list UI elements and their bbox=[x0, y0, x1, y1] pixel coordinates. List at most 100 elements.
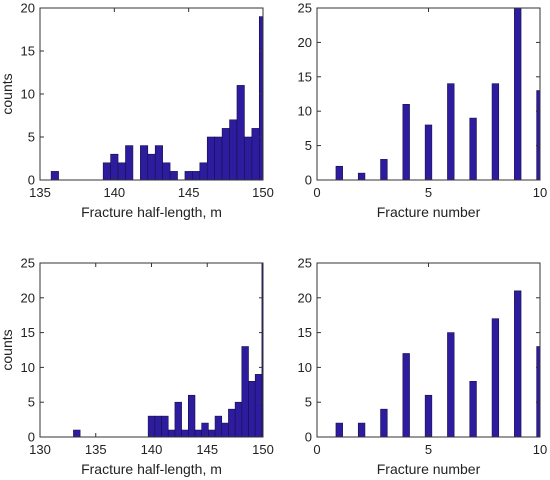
x-tick-label: 145 bbox=[196, 442, 218, 457]
y-tick-label: 15 bbox=[298, 325, 312, 340]
histogram-bar bbox=[102, 162, 111, 180]
x-tick-label: 140 bbox=[103, 185, 125, 200]
histogram-bar bbox=[491, 318, 500, 437]
y-tick-label: 5 bbox=[28, 395, 35, 410]
histogram-bar bbox=[244, 136, 253, 180]
x-tick-label: 135 bbox=[29, 185, 51, 200]
bar-group bbox=[335, 290, 540, 437]
y-tick-label: 20 bbox=[21, 1, 35, 16]
x-tick-label: 5 bbox=[425, 185, 432, 200]
histogram-bar bbox=[221, 128, 230, 180]
histogram-bar bbox=[424, 394, 433, 437]
histogram-bar bbox=[469, 117, 477, 180]
histogram-bar bbox=[169, 171, 178, 180]
x-axis-label: Fracture half-length, m bbox=[81, 461, 222, 477]
histogram-bar bbox=[161, 415, 169, 437]
histogram-bar bbox=[187, 394, 196, 437]
x-tick-label: 140 bbox=[141, 442, 163, 457]
x-tick-label: 150 bbox=[252, 442, 274, 457]
histogram-bar bbox=[514, 8, 522, 180]
y-tick-label: 15 bbox=[21, 44, 35, 59]
histogram-bar bbox=[241, 346, 249, 437]
histogram-bar bbox=[248, 381, 256, 437]
histogram-bar bbox=[254, 374, 263, 437]
histogram-bar bbox=[447, 332, 455, 437]
y-tick-label: 15 bbox=[298, 69, 312, 84]
histogram-bar bbox=[234, 401, 243, 437]
histogram-bar bbox=[402, 353, 410, 437]
histogram-bar bbox=[140, 145, 149, 180]
x-tick-label: 0 bbox=[313, 442, 320, 457]
histogram-bar bbox=[228, 408, 236, 437]
y-tick-label: 20 bbox=[298, 35, 312, 50]
histogram-bar bbox=[214, 136, 223, 180]
histogram-bar bbox=[335, 165, 343, 180]
panel-bottom-left-halflength-histogram: 130 135 140 145 150 0 5 10 15 20 25 Fracture half-l… bbox=[0, 256, 274, 478]
histogram-bar bbox=[194, 429, 202, 437]
histogram-bar bbox=[147, 153, 156, 180]
x-tick-label: 10 bbox=[533, 442, 547, 457]
histogram-bar bbox=[174, 401, 182, 437]
y-tick-label: 15 bbox=[21, 325, 35, 340]
y-axis-label: counts bbox=[0, 73, 15, 114]
y-tick-label: 5 bbox=[28, 130, 35, 145]
y-tick-label: 25 bbox=[298, 256, 312, 271]
y-tick-label: 25 bbox=[298, 1, 312, 16]
x-tick-label: 130 bbox=[29, 442, 51, 457]
histogram-bar bbox=[206, 136, 215, 180]
histogram-bar bbox=[536, 346, 540, 437]
panel-bottom-right-fracture-number-histogram: 0 5 10 0 5 10 15 20 25 Fracture number bbox=[298, 256, 548, 478]
histogram-bar bbox=[236, 85, 245, 180]
y-tick-label: 10 bbox=[298, 104, 312, 119]
histogram-bar bbox=[167, 429, 176, 437]
x-tick-label: 0 bbox=[313, 185, 320, 200]
histogram-bar bbox=[514, 290, 522, 437]
histogram-bar bbox=[154, 145, 163, 180]
histogram-bar bbox=[469, 381, 477, 437]
y-tick-label: 5 bbox=[305, 138, 312, 153]
bar-group bbox=[73, 263, 263, 437]
y-tick-label: 25 bbox=[21, 256, 35, 271]
histogram-bar bbox=[192, 171, 201, 180]
histogram-bar bbox=[117, 162, 126, 180]
histogram-bar bbox=[491, 83, 500, 180]
panel-top-left-halflength-histogram: 135 140 145 150 0 5 10 15 20 Fracture half-length… bbox=[0, 1, 274, 221]
y-tick-label: 20 bbox=[298, 290, 312, 305]
histogram-bar bbox=[229, 119, 238, 180]
histogram-bar bbox=[214, 415, 223, 437]
histogram-bar bbox=[162, 162, 171, 180]
y-tick-label: 10 bbox=[298, 360, 312, 375]
x-axis-label: Fracture number bbox=[377, 204, 481, 220]
histogram-bar bbox=[154, 415, 162, 437]
x-axis-label: Fracture number bbox=[377, 461, 481, 477]
x-tick-label: 135 bbox=[85, 442, 107, 457]
histogram-bar bbox=[335, 422, 343, 437]
histogram-bar bbox=[380, 408, 388, 437]
bar-group bbox=[50, 16, 263, 180]
y-tick-label: 10 bbox=[21, 360, 35, 375]
y-tick-label: 0 bbox=[28, 430, 35, 445]
bar-group bbox=[335, 8, 540, 180]
y-tick-label: 0 bbox=[28, 173, 35, 188]
histogram-bar bbox=[402, 104, 410, 180]
y-tick-label: 20 bbox=[21, 290, 35, 305]
x-axis-label: Fracture half-length, m bbox=[81, 204, 222, 220]
histogram-bar bbox=[536, 90, 540, 180]
histogram-bar bbox=[50, 171, 59, 180]
x-tick-label: 145 bbox=[178, 185, 200, 200]
histogram-bar bbox=[380, 159, 388, 180]
histogram-bar bbox=[424, 124, 433, 180]
histogram-bar bbox=[221, 422, 229, 437]
histogram-bar bbox=[447, 83, 455, 180]
y-axis-label: counts bbox=[0, 329, 15, 370]
x-tick-label: 10 bbox=[533, 185, 547, 200]
y-tick-label: 10 bbox=[21, 87, 35, 102]
y-tick-label: 0 bbox=[305, 430, 312, 445]
y-tick-label: 5 bbox=[305, 395, 312, 410]
y-tick-label: 0 bbox=[305, 173, 312, 188]
histogram-bar bbox=[357, 172, 366, 180]
histogram-bar bbox=[199, 162, 208, 180]
histogram-bar bbox=[181, 429, 189, 437]
x-tick-label: 5 bbox=[425, 442, 432, 457]
